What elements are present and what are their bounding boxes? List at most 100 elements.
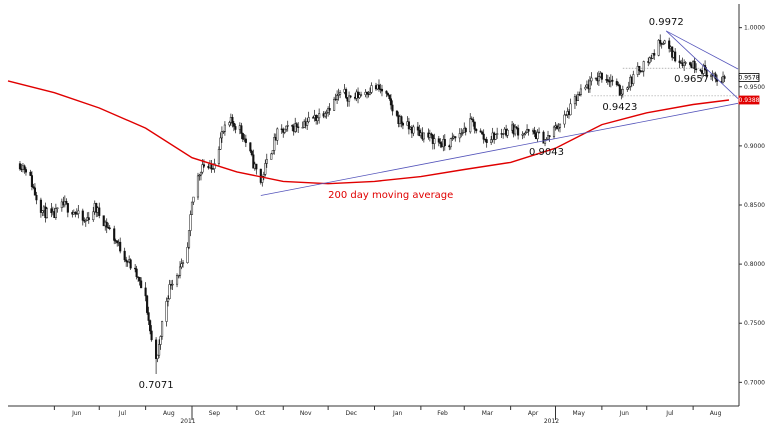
candle-body [33,187,36,196]
candle-body [177,274,180,277]
candle-body [617,84,620,86]
last-value-label: 0.9578 [739,75,760,82]
candle-body [358,94,361,98]
x-tick-label: Aug [710,410,722,417]
candle-body [337,94,340,96]
x-tick-label: Jul [665,410,674,417]
candle-body [92,211,95,221]
candle-body [113,228,116,241]
moving-average-label: 200 day moving average [328,190,453,201]
candle-body [400,116,403,124]
candle-body [295,123,298,128]
candle-body [548,135,551,138]
candle-body [514,126,517,135]
candle-body [454,136,457,139]
candle-body [228,122,231,126]
candle-body [485,139,488,143]
candle-body [202,164,206,167]
candle-body [223,124,226,132]
candle-body [693,61,696,69]
candle-body [35,194,38,201]
candle-body [156,354,159,359]
candle-body [159,336,162,345]
candle-body [234,126,237,130]
candle-body [107,226,110,229]
candle-body [244,138,247,143]
y-tick-label: 0.7500 [744,320,765,327]
candle-body [301,127,304,129]
candle-body [543,139,547,144]
candle-body [181,262,185,264]
candle-body [422,132,425,140]
x-tick-label: May [572,410,585,417]
candle-body [189,214,192,231]
candle-body [641,70,644,73]
candle-body [546,135,550,140]
candle-body [533,129,536,134]
candle-body [217,149,220,164]
candle-body [473,121,476,130]
value-annotation: 0.9972 [649,17,684,28]
candle-body [437,138,440,143]
year-label: 2012 [544,418,559,425]
candle-body [283,128,286,133]
candle-body [74,211,77,215]
candle-body [576,94,579,101]
candle-body [178,266,182,276]
candle-body [158,344,161,356]
candle-body [475,129,478,132]
candle-body [219,137,222,150]
candle-body [365,92,369,95]
candle-body [380,88,384,92]
candle-body [129,259,132,269]
candle-body [161,321,164,337]
candle-body [377,84,381,90]
candle-body [167,298,170,302]
candle-body [524,132,527,135]
candle-body [653,53,656,56]
candle-body [264,163,267,175]
x-tick-label: Jul [118,410,127,417]
candle-body [668,40,671,49]
candle-body [149,320,152,332]
candle-body [262,174,265,177]
candle-body [276,128,279,141]
candle-body [428,133,431,138]
candle-body [265,159,268,164]
year-label: 2011 [180,418,195,425]
candle-body [542,131,545,144]
candle-body [494,134,497,140]
candle-body [705,69,708,77]
candle-body [29,171,32,176]
candle-body [699,69,702,71]
lines-layer [7,30,739,196]
candle-body [461,132,464,134]
candle-body [255,163,258,170]
candle-body [721,76,725,83]
candle-body [273,137,276,151]
value-annotation: 0.9657 [674,74,709,85]
candle-body [527,129,530,132]
candle-body [657,39,660,56]
candle-body [199,171,203,176]
candle-body [32,186,35,189]
candle-body [620,93,623,96]
candle-body [611,79,614,82]
value-annotation: 0.7071 [139,380,174,391]
candle-body [165,300,168,322]
candle-body [569,103,572,116]
candle-body [201,164,204,173]
candle-body [325,112,328,114]
candle-body [81,210,84,221]
candle-body [144,287,147,297]
candle-body [537,131,541,134]
candle-body [506,129,509,136]
candle-body [552,126,556,138]
candle-body [388,94,391,99]
candle-body [65,201,68,204]
candle-body [54,208,57,218]
candle-body [588,80,591,90]
candle-body [75,213,78,215]
candle-body [138,277,141,282]
candle-body [662,43,665,45]
